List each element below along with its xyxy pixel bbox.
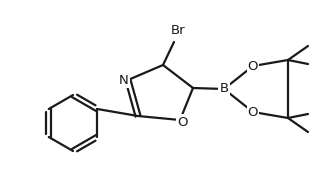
Text: N: N [119, 74, 129, 87]
Text: O: O [248, 106, 258, 119]
Text: O: O [177, 116, 187, 129]
Text: Br: Br [171, 23, 185, 36]
Text: O: O [248, 59, 258, 72]
Text: B: B [219, 82, 229, 96]
